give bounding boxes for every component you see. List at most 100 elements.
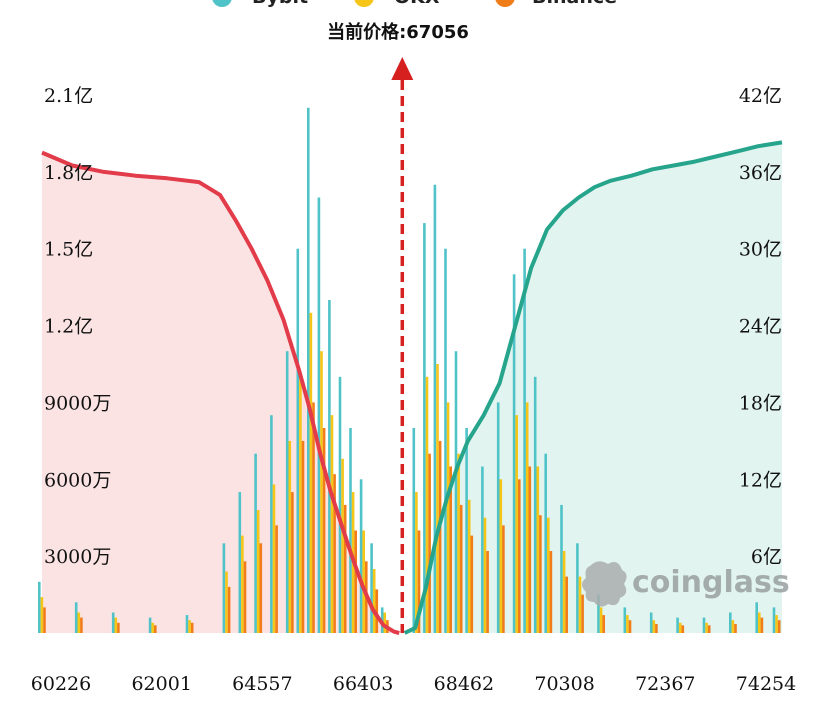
bar-bybit (349, 428, 352, 633)
bar-binance (628, 620, 632, 633)
bar-okx (536, 466, 540, 633)
bar-binance (470, 535, 474, 633)
bar-binance (275, 525, 278, 633)
bar-bybit (148, 617, 152, 633)
bar-okx (758, 612, 761, 633)
right-tick-label: 42亿 (739, 85, 782, 107)
bar-bybit (755, 602, 758, 633)
bar-okx (299, 376, 302, 633)
bar-bybit (359, 479, 363, 633)
right-tick-label: 24亿 (739, 316, 782, 338)
bar-bybit (370, 543, 373, 633)
bar-binance (117, 622, 120, 633)
bar-binance (655, 624, 658, 633)
bar-bybit (454, 351, 458, 633)
right-tick-label: 30亿 (739, 239, 782, 261)
bar-bybit (317, 197, 321, 633)
bar-bybit (307, 107, 310, 634)
bar-okx (383, 612, 387, 633)
x-tick-label: 70308 (534, 673, 594, 695)
x-tick-label: 60226 (31, 673, 91, 695)
left-tick-label: 1.5亿 (44, 239, 93, 261)
bar-bybit (412, 428, 416, 633)
x-axis-ticks: 60226 62001 64557 66403 68462 70308 72367 74254 (31, 673, 796, 695)
bar-bybit (465, 428, 468, 633)
bar-okx (425, 376, 429, 633)
bar-okx (626, 615, 629, 633)
right-tick-label: 18亿 (739, 392, 782, 414)
bar-okx (415, 492, 418, 633)
bar-okx (225, 571, 228, 633)
bar-bybit (433, 184, 437, 633)
bar-okx (288, 440, 292, 633)
legend-marker-bybit (212, 0, 232, 7)
bar-bybit (338, 376, 342, 633)
bar-binance (681, 625, 685, 633)
bar-binance (734, 624, 737, 633)
bar-okx (515, 415, 518, 633)
bar-okx (483, 517, 487, 633)
bar-okx (256, 510, 260, 633)
left-tick-label: 6000万 (44, 469, 111, 491)
bar-bybit (649, 612, 653, 633)
bar-okx (525, 402, 529, 633)
bar-bybit (523, 248, 526, 633)
bar-binance (333, 474, 336, 633)
right-axis-ticks: 6亿 12亿 18亿 24亿 30亿 36亿 42亿 (739, 85, 782, 568)
bar-bybit (481, 466, 484, 633)
bar-okx (320, 351, 323, 633)
bar-binance (502, 525, 505, 633)
bar-okx (330, 415, 334, 633)
bar-binance (417, 530, 421, 633)
bar-binance (291, 492, 294, 633)
bar-okx (652, 620, 656, 633)
bar-binance (539, 515, 542, 633)
right-tick-label: 36亿 (739, 162, 782, 184)
bar-bybit (270, 415, 273, 633)
bar-okx (499, 479, 503, 633)
x-tick-label: 68462 (434, 673, 494, 695)
left-tick-label: 3000万 (44, 546, 111, 568)
left-tick-label: 9000万 (44, 392, 111, 414)
short-cumulative-line (403, 140, 783, 635)
bar-bybit (676, 617, 679, 633)
bar-binance (549, 551, 553, 633)
bar-bybit (597, 594, 600, 633)
bar-okx (341, 458, 344, 633)
bar-bybit (729, 612, 732, 633)
bar-okx (457, 453, 460, 633)
bar-okx (436, 364, 439, 633)
bar-binance (449, 466, 452, 633)
bar-binance (777, 620, 781, 633)
legend-marker-okx (354, 0, 374, 7)
bar-binance (322, 428, 326, 633)
bar-binance (354, 530, 357, 633)
bar-okx (272, 484, 276, 633)
bar-okx (40, 597, 44, 633)
bar-bybit (222, 543, 226, 633)
bar-bybit (328, 300, 331, 633)
left-tick-label: 1.8亿 (44, 162, 93, 184)
bar-binance (43, 607, 46, 633)
bar-okx (705, 622, 708, 633)
bar-binance (312, 402, 315, 633)
bar-bybit (560, 504, 563, 633)
bar-bybit (702, 617, 706, 633)
bar-binance (565, 576, 568, 633)
bar-binance (259, 543, 263, 633)
bar-binance (486, 551, 489, 633)
x-tick-label: 74254 (736, 673, 796, 695)
left-tick-label: 2.1亿 (44, 85, 93, 107)
bar-bybit (496, 402, 500, 633)
bar-bybit (238, 492, 242, 633)
bar-okx (547, 517, 550, 633)
current-price-label: 当前价格:67056 (327, 21, 469, 43)
bar-bybit (512, 274, 516, 633)
bar-okx (151, 622, 154, 633)
bar-binance (459, 504, 463, 633)
bar-bybit (444, 248, 447, 633)
bar-binance (528, 466, 532, 633)
watermark-text: coinglass (632, 565, 790, 600)
bar-binance (760, 617, 764, 633)
